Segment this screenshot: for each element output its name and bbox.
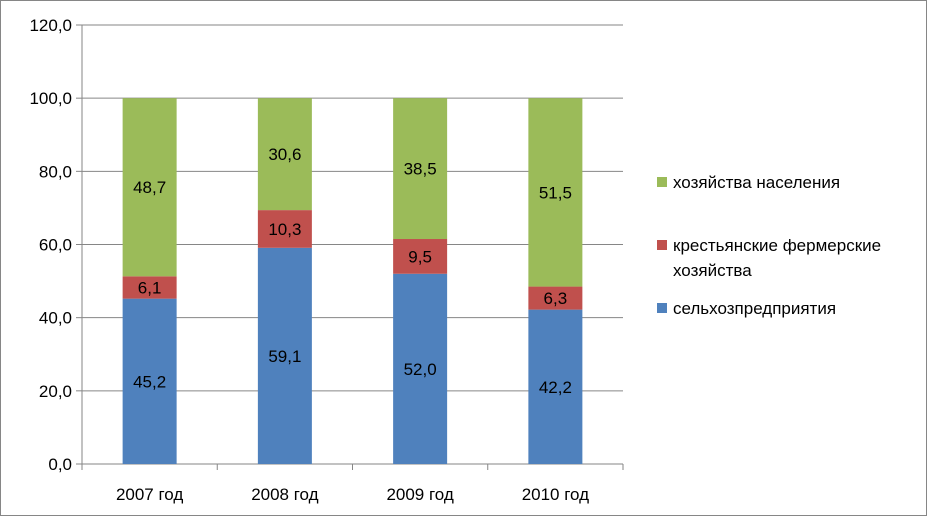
data-label: 30,6 bbox=[268, 145, 301, 164]
bar-segment bbox=[122, 98, 177, 277]
bar-segment bbox=[257, 98, 312, 211]
bars bbox=[122, 98, 583, 464]
bar-segment bbox=[257, 210, 312, 248]
x-category-label: 2009 год bbox=[386, 485, 453, 504]
legend-swatch bbox=[657, 177, 667, 187]
bar-segment bbox=[122, 276, 177, 299]
y-tick-label: 120,0 bbox=[29, 16, 72, 35]
bar-segment bbox=[528, 309, 583, 464]
legend-swatch bbox=[657, 303, 667, 313]
bar-segment bbox=[528, 286, 583, 310]
bar-segment bbox=[528, 98, 583, 287]
data-label: 45,2 bbox=[133, 372, 166, 391]
legend-label: хозяйства bbox=[673, 261, 752, 280]
x-category-label: 2008 год bbox=[251, 485, 318, 504]
data-labels: 45,2 6,1 48,7 59,1 10,3 30,6 52,0 9,5 38,5 42,2 6,… bbox=[133, 145, 572, 397]
y-tick-label: 20,0 bbox=[39, 382, 72, 401]
data-label: 48,7 bbox=[133, 178, 166, 197]
data-label: 6,3 bbox=[544, 289, 568, 308]
data-label: 51,5 bbox=[539, 183, 572, 202]
axes: 0,0 20,0 40,0 60,0 80,0 100,0 120,0 2007 год 200… bbox=[29, 16, 624, 504]
bar-segment bbox=[122, 298, 177, 464]
y-tick-label: 100,0 bbox=[29, 89, 72, 108]
legend-label: хозяйства населения bbox=[673, 173, 840, 192]
data-label: 38,5 bbox=[404, 160, 437, 179]
bar-segment bbox=[393, 273, 448, 464]
bar-segment bbox=[393, 98, 448, 240]
y-tick-label: 40,0 bbox=[39, 309, 72, 328]
bar-segment bbox=[393, 239, 448, 274]
data-label: 52,0 bbox=[404, 360, 437, 379]
legend-label: крестьянские фермерские bbox=[673, 236, 881, 255]
legend-label: сельхозпредприятия bbox=[673, 299, 836, 318]
x-category-label: 2010 год bbox=[522, 485, 589, 504]
bar-segment bbox=[257, 247, 312, 464]
y-tick-label: 60,0 bbox=[39, 236, 72, 255]
legend: хозяйства населения крестьянские фермерск… bbox=[657, 173, 881, 318]
x-category-label: 2007 год bbox=[116, 485, 183, 504]
legend-swatch bbox=[657, 240, 667, 250]
data-label: 42,2 bbox=[539, 378, 572, 397]
y-tick-label: 0,0 bbox=[48, 455, 72, 474]
data-label: 10,3 bbox=[268, 220, 301, 239]
data-label: 59,1 bbox=[268, 347, 301, 366]
data-label: 9,5 bbox=[408, 247, 432, 266]
data-label: 6,1 bbox=[138, 278, 162, 297]
y-tick-label: 80,0 bbox=[39, 162, 72, 181]
